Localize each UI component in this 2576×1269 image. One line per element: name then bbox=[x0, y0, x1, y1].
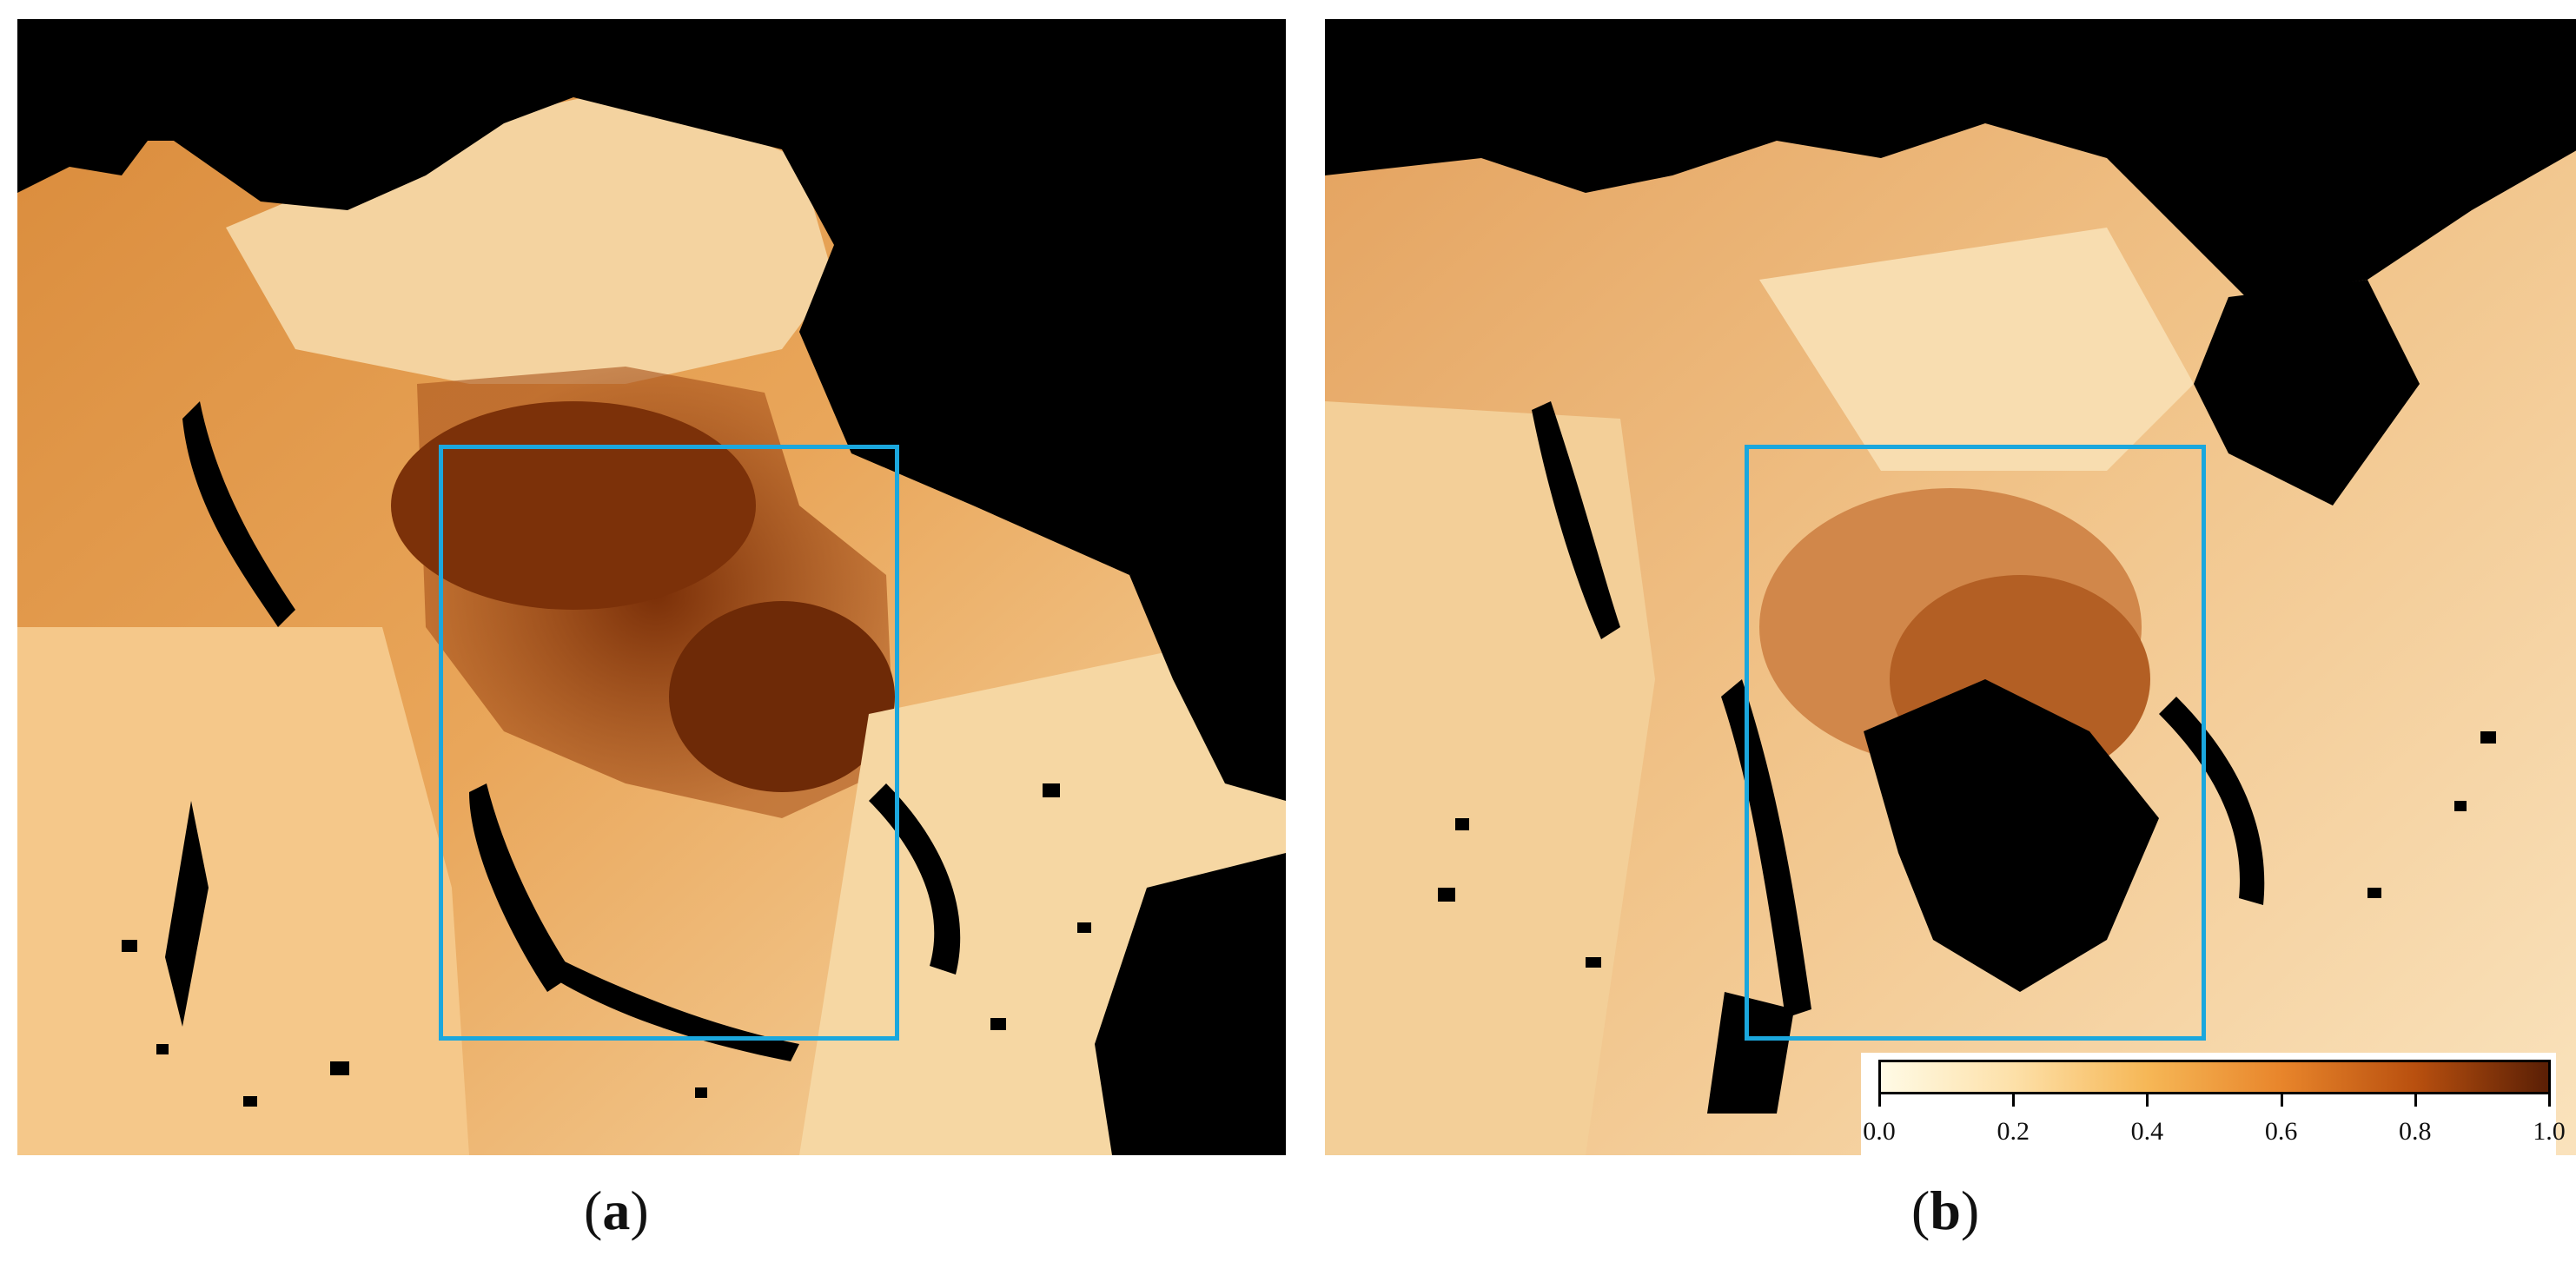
colorbar-tick-label: 0.0 bbox=[1863, 1117, 1896, 1146]
colorbar-tick-label: 0.2 bbox=[1997, 1117, 2030, 1146]
colorbar-tick bbox=[2146, 1094, 2149, 1107]
colorbar-tick bbox=[2414, 1094, 2417, 1107]
colorbar-tick-label: 0.8 bbox=[2399, 1117, 2432, 1146]
panel-label-b: (b) bbox=[1911, 1180, 1980, 1241]
colorbar-tick bbox=[2012, 1094, 2016, 1107]
colorbar-tick-label: 1.0 bbox=[2533, 1117, 2566, 1146]
heatmap-a bbox=[17, 19, 1286, 1155]
colorbar-gradient bbox=[1878, 1060, 2551, 1094]
panel-label-a: (a) bbox=[584, 1180, 649, 1241]
region-of-interest-box bbox=[439, 445, 899, 1041]
map-panel-a bbox=[17, 19, 1286, 1155]
colorbar: 0.0 0.2 0.4 0.6 0.8 1.0 bbox=[1861, 1053, 2566, 1157]
colorbar-tick bbox=[1878, 1094, 1881, 1107]
region-of-interest-box bbox=[1745, 445, 2206, 1041]
colorbar-tick-label: 0.6 bbox=[2264, 1117, 2298, 1146]
colorbar-tick-label: 0.4 bbox=[2130, 1117, 2164, 1146]
colorbar-tick bbox=[2280, 1094, 2283, 1107]
map-panel-b bbox=[1325, 19, 2576, 1155]
heatmap-b bbox=[1325, 19, 2576, 1155]
colorbar-tick bbox=[2548, 1094, 2551, 1107]
